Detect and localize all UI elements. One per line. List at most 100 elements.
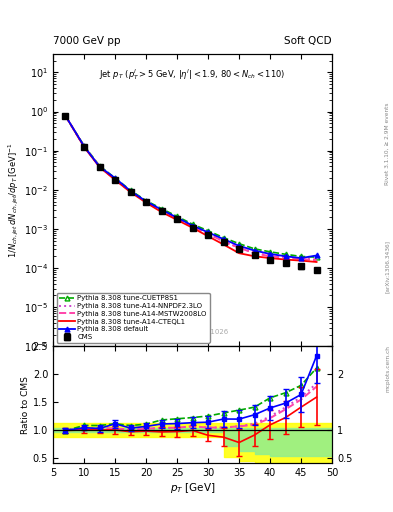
Pythia 8.308 tune-A14-NNPDF2.3LO: [237, 245, 241, 251]
Pythia 8.308 default: [283, 253, 288, 260]
Pythia 8.308 tune-A14-MSTW2008LO: [221, 239, 226, 245]
Text: CMS_2013_I1261026: CMS_2013_I1261026: [156, 328, 229, 335]
Line: Pythia 8.308 tune-A14-NNPDF2.3LO: Pythia 8.308 tune-A14-NNPDF2.3LO: [66, 116, 317, 260]
Pythia 8.308 default: [237, 243, 241, 249]
Pythia 8.308 tune-A14-CTEQL1: [190, 225, 195, 231]
Pythia 8.308 tune-A14-CTEQL1: [82, 144, 86, 150]
Pythia 8.308 tune-A14-NNPDF2.3LO: [283, 254, 288, 260]
Pythia 8.308 tune-A14-NNPDF2.3LO: [144, 199, 149, 205]
Text: Rivet 3.1.10, ≥ 2.9M events: Rivet 3.1.10, ≥ 2.9M events: [385, 102, 390, 185]
Pythia 8.308 tune-CUETP8S1: [63, 113, 68, 119]
Pythia 8.308 tune-CUETP8S1: [159, 206, 164, 212]
Pythia 8.308 tune-A14-MSTW2008LO: [82, 143, 86, 150]
Pythia 8.308 tune-CUETP8S1: [268, 249, 272, 255]
Line: Pythia 8.308 tune-A14-CTEQL1: Pythia 8.308 tune-A14-CTEQL1: [66, 116, 317, 262]
Pythia 8.308 tune-A14-MSTW2008LO: [283, 254, 288, 261]
Pythia 8.308 tune-A14-MSTW2008LO: [237, 245, 241, 251]
Text: Jet $p_T$ ($p_T^l$$>$5 GeV, $|\eta^l|$$<$1.9, 80$<N_{ch}<$110): Jet $p_T$ ($p_T^l$$>$5 GeV, $|\eta^l|$$<…: [99, 67, 286, 82]
Pythia 8.308 default: [63, 113, 68, 119]
Pythia 8.308 default: [159, 207, 164, 213]
Line: Pythia 8.308 tune-CUETP8S1: Pythia 8.308 tune-CUETP8S1: [63, 114, 319, 260]
Pythia 8.308 tune-A14-CTEQL1: [299, 258, 303, 264]
Pythia 8.308 tune-A14-MSTW2008LO: [206, 231, 210, 237]
Pythia 8.308 default: [314, 252, 319, 259]
Pythia 8.308 tune-CUETP8S1: [175, 214, 180, 220]
Pythia 8.308 tune-A14-CTEQL1: [206, 233, 210, 239]
Pythia 8.308 tune-A14-NNPDF2.3LO: [113, 176, 118, 182]
X-axis label: $p_T$ [GeV]: $p_T$ [GeV]: [170, 481, 215, 495]
Text: mcplots.cern.ch: mcplots.cern.ch: [385, 345, 390, 392]
Pythia 8.308 tune-A14-NNPDF2.3LO: [190, 224, 195, 230]
Pythia 8.308 default: [82, 143, 86, 150]
Pythia 8.308 tune-A14-NNPDF2.3LO: [206, 231, 210, 237]
Text: [arXiv:1306.3436]: [arXiv:1306.3436]: [385, 240, 390, 293]
Pythia 8.308 default: [299, 255, 303, 261]
Pythia 8.308 tune-CUETP8S1: [299, 253, 303, 260]
Pythia 8.308 tune-A14-CTEQL1: [252, 253, 257, 260]
Pythia 8.308 tune-A14-CTEQL1: [63, 113, 68, 119]
Pythia 8.308 tune-A14-CTEQL1: [159, 209, 164, 215]
Pythia 8.308 tune-A14-NNPDF2.3LO: [299, 255, 303, 262]
Pythia 8.308 tune-CUETP8S1: [190, 221, 195, 227]
Pythia 8.308 tune-A14-CTEQL1: [113, 177, 118, 183]
Pythia 8.308 tune-A14-MSTW2008LO: [144, 199, 149, 205]
Pythia 8.308 tune-A14-NNPDF2.3LO: [314, 257, 319, 263]
Pythia 8.308 tune-CUETP8S1: [221, 234, 226, 241]
Pythia 8.308 tune-CUETP8S1: [252, 246, 257, 252]
Pythia 8.308 tune-CUETP8S1: [128, 187, 133, 194]
Pythia 8.308 tune-A14-CTEQL1: [144, 200, 149, 206]
Pythia 8.308 default: [206, 229, 210, 236]
Pythia 8.308 tune-A14-MSTW2008LO: [252, 250, 257, 257]
Pythia 8.308 default: [97, 164, 102, 170]
Pythia 8.308 tune-A14-MSTW2008LO: [128, 188, 133, 195]
Pythia 8.308 tune-A14-NNPDF2.3LO: [97, 164, 102, 170]
Pythia 8.308 tune-CUETP8S1: [97, 163, 102, 169]
Pythia 8.308 tune-A14-MSTW2008LO: [113, 176, 118, 182]
Y-axis label: Ratio to CMS: Ratio to CMS: [21, 376, 30, 434]
Pythia 8.308 tune-A14-NNPDF2.3LO: [128, 188, 133, 195]
Pythia 8.308 tune-A14-CTEQL1: [128, 189, 133, 195]
Pythia 8.308 tune-CUETP8S1: [283, 251, 288, 258]
Text: Soft QCD: Soft QCD: [285, 36, 332, 46]
Pythia 8.308 tune-CUETP8S1: [314, 254, 319, 260]
Pythia 8.308 tune-A14-NNPDF2.3LO: [252, 250, 257, 256]
Text: 7000 GeV pp: 7000 GeV pp: [53, 36, 121, 46]
Pythia 8.308 tune-A14-CTEQL1: [268, 255, 272, 261]
Pythia 8.308 tune-A14-MSTW2008LO: [97, 164, 102, 170]
Pythia 8.308 tune-A14-MSTW2008LO: [159, 208, 164, 214]
Pythia 8.308 tune-A14-MSTW2008LO: [175, 216, 180, 222]
Pythia 8.308 tune-A14-NNPDF2.3LO: [63, 113, 68, 119]
Legend: Pythia 8.308 tune-CUETP8S1, Pythia 8.308 tune-A14-NNPDF2.3LO, Pythia 8.308 tune-: Pythia 8.308 tune-CUETP8S1, Pythia 8.308…: [57, 293, 209, 343]
Pythia 8.308 tune-CUETP8S1: [206, 228, 210, 234]
Pythia 8.308 default: [221, 236, 226, 242]
Pythia 8.308 tune-A14-MSTW2008LO: [190, 224, 195, 230]
Pythia 8.308 tune-A14-NNPDF2.3LO: [175, 216, 180, 222]
Pythia 8.308 tune-A14-MSTW2008LO: [63, 113, 68, 119]
Pythia 8.308 tune-A14-MSTW2008LO: [268, 253, 272, 260]
Pythia 8.308 tune-A14-MSTW2008LO: [299, 256, 303, 262]
Pythia 8.308 tune-A14-CTEQL1: [97, 164, 102, 170]
Line: Pythia 8.308 default: Pythia 8.308 default: [63, 113, 319, 261]
Pythia 8.308 default: [128, 188, 133, 194]
Pythia 8.308 tune-CUETP8S1: [82, 142, 86, 148]
Pythia 8.308 default: [252, 247, 257, 253]
Line: Pythia 8.308 tune-A14-MSTW2008LO: Pythia 8.308 tune-A14-MSTW2008LO: [66, 116, 317, 260]
Pythia 8.308 tune-A14-NNPDF2.3LO: [82, 143, 86, 150]
Y-axis label: $1/N_{ch,jet}\,dN_{ch,jet}/dp_T\,[\mathrm{GeV}]^{-1}$: $1/N_{ch,jet}\,dN_{ch,jet}/dp_T\,[\mathr…: [7, 142, 21, 258]
Pythia 8.308 tune-CUETP8S1: [113, 175, 118, 181]
Pythia 8.308 tune-A14-CTEQL1: [314, 259, 319, 265]
Pythia 8.308 tune-CUETP8S1: [144, 198, 149, 204]
Pythia 8.308 tune-A14-CTEQL1: [237, 250, 241, 257]
Pythia 8.308 tune-A14-CTEQL1: [283, 257, 288, 263]
Pythia 8.308 default: [190, 223, 195, 229]
Pythia 8.308 tune-A14-CTEQL1: [175, 217, 180, 223]
Pythia 8.308 tune-A14-CTEQL1: [221, 242, 226, 248]
Pythia 8.308 default: [144, 198, 149, 204]
Pythia 8.308 tune-A14-NNPDF2.3LO: [221, 239, 226, 245]
Pythia 8.308 tune-A14-MSTW2008LO: [314, 257, 319, 263]
Pythia 8.308 tune-A14-NNPDF2.3LO: [159, 208, 164, 214]
Pythia 8.308 default: [113, 175, 118, 181]
Pythia 8.308 default: [268, 251, 272, 257]
Pythia 8.308 default: [175, 215, 180, 221]
Pythia 8.308 tune-CUETP8S1: [237, 241, 241, 247]
